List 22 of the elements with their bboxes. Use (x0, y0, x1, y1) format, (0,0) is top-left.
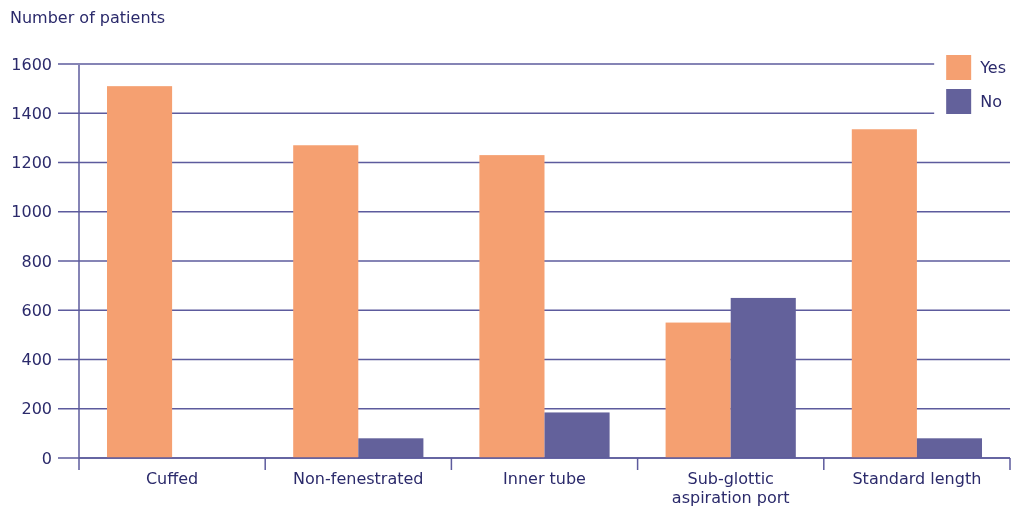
legend-label: No (980, 92, 1002, 112)
x-tick-label: Standard length (852, 469, 982, 488)
y-tick-label: 1400 (11, 103, 52, 123)
y-tick-label: 1600 (11, 54, 52, 74)
y-tick-label: 0 (41, 448, 52, 468)
x-tick-label: Cuffed (145, 469, 199, 488)
x-tick-label: Inner tube (503, 469, 586, 488)
y-tick-label: 200 (21, 399, 52, 419)
y-tick-label: 400 (21, 350, 52, 370)
x-tick-label: Non-fenestrated (293, 469, 424, 488)
legend-label: Yes (979, 58, 1006, 78)
y-tick-label: 800 (21, 251, 52, 271)
y-axis-title: Number of patients (10, 8, 166, 27)
y-tick-label: 1000 (11, 202, 52, 222)
bar (665, 322, 731, 458)
x-tick-label: Sub-glottic aspiration port (671, 469, 790, 507)
bar (851, 129, 917, 458)
bar (107, 86, 173, 458)
bar (479, 155, 545, 458)
bar (293, 145, 359, 458)
y-tick-label: 600 (21, 300, 52, 320)
y-tick-label: 1200 (11, 153, 52, 173)
